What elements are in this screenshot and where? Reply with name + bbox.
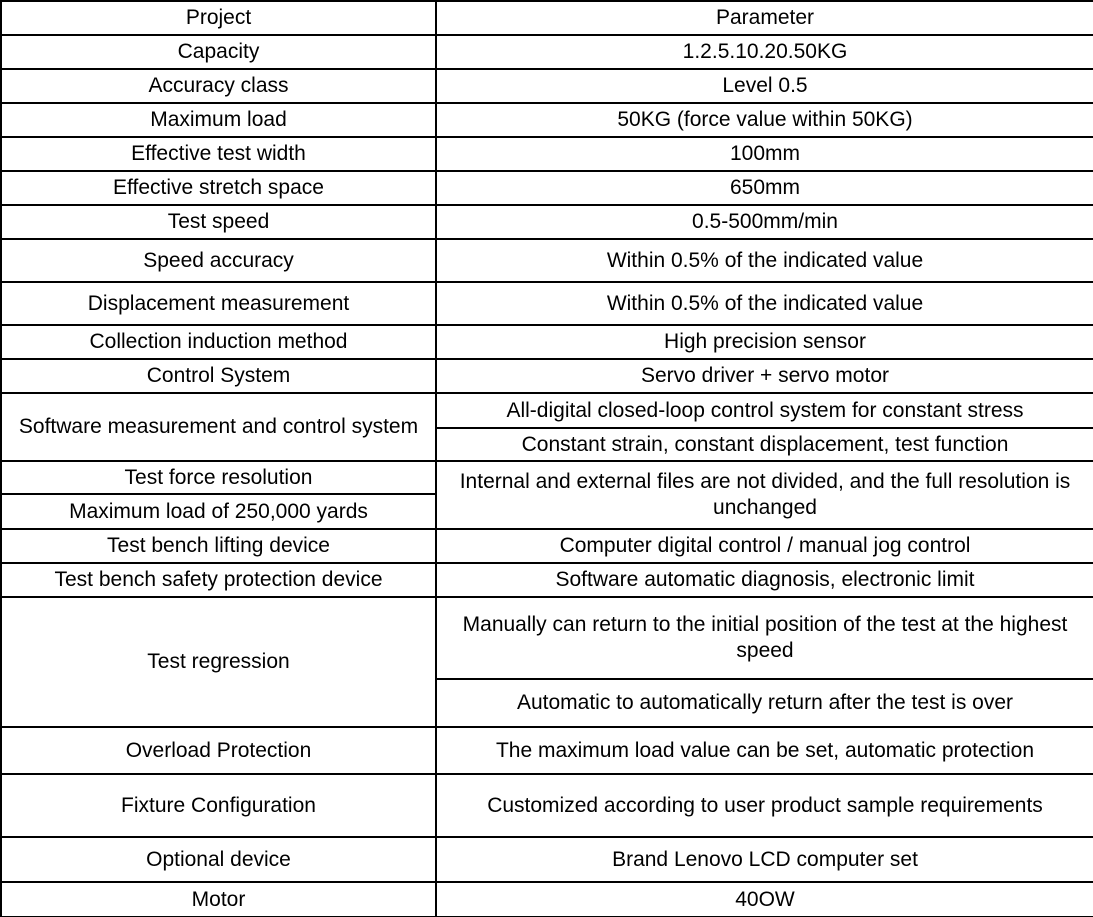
row-value-test-regression-manual: Manually can return to the initial posit…: [435, 596, 1093, 680]
row-label-effective-test-width: Effective test width: [0, 136, 437, 172]
row-label-capacity: Capacity: [0, 34, 437, 70]
row-value-optional-device: Brand Lenovo LCD computer set: [435, 836, 1093, 883]
table-row-motor: Motor 40OW: [0, 881, 1093, 917]
row-value-motor: 40OW: [435, 881, 1093, 917]
row-value-collection-induction-method: High precision sensor: [435, 324, 1093, 360]
row-label-fixture-configuration: Fixture Configuration: [0, 773, 437, 838]
table-row-test-force-resolution: Test force resolution Internal and exter…: [0, 460, 1093, 530]
row-value-displacement-measurement: Within 0.5% of the indicated value: [435, 281, 1093, 326]
table-row-test-bench-lifting-device: Test bench lifting device Computer digit…: [0, 528, 1093, 564]
table-row-accuracy-class: Accuracy class Level 0.5: [0, 68, 1093, 104]
table-row-software-system-1: Software measurement and control system …: [0, 392, 1093, 462]
table-row-maximum-load-250000-yards: Maximum load of 250,000 yards: [0, 493, 1093, 530]
row-label-maximum-load-250000-yards: Maximum load of 250,000 yards: [0, 493, 437, 530]
row-value-test-bench-lifting-device: Computer digital control / manual jog co…: [435, 528, 1093, 564]
row-label-test-regression: Test regression: [0, 596, 437, 728]
table-row-effective-stretch-space: Effective stretch space 650mm: [0, 170, 1093, 206]
row-value-software-constant-strain: Constant strain, constant displacement, …: [435, 427, 1093, 462]
row-label-overload-protection: Overload Protection: [0, 726, 437, 775]
row-value-accuracy-class: Level 0.5: [435, 68, 1093, 104]
column-header-project: Project: [0, 0, 437, 36]
table-header-row: Project Parameter: [0, 0, 1093, 36]
row-label-maximum-load: Maximum load: [0, 102, 437, 138]
table-row-overload-protection: Overload Protection The maximum load val…: [0, 726, 1093, 775]
row-value-speed-accuracy: Within 0.5% of the indicated value: [435, 238, 1093, 283]
row-label-software-measurement-and-control-system: Software measurement and control system: [0, 392, 437, 462]
row-label-test-bench-lifting-device: Test bench lifting device: [0, 528, 437, 564]
column-header-parameter: Parameter: [435, 0, 1093, 36]
table-row-effective-test-width: Effective test width 100mm: [0, 136, 1093, 172]
row-value-control-system: Servo driver + servo motor: [435, 358, 1093, 394]
table-row-fixture-configuration: Fixture Configuration Customized accordi…: [0, 773, 1093, 838]
row-label-accuracy-class: Accuracy class: [0, 68, 437, 104]
row-value-test-bench-safety-protection-device: Software automatic diagnosis, electronic…: [435, 562, 1093, 598]
row-value-maximum-load: 50KG (force value within 50KG): [435, 102, 1093, 138]
table-row-optional-device: Optional device Brand Lenovo LCD compute…: [0, 836, 1093, 883]
table-row-test-regression-1: Test regression Manually can return to t…: [0, 596, 1093, 728]
table-row-speed-accuracy: Speed accuracy Within 0.5% of the indica…: [0, 238, 1093, 283]
table-row-test-bench-safety-protection-device: Test bench safety protection device Soft…: [0, 562, 1093, 598]
row-label-test-force-resolution: Test force resolution: [0, 460, 437, 495]
row-value-resolution-unchanged: Internal and external files are not divi…: [435, 460, 1093, 530]
row-value-fixture-configuration: Customized according to user product sam…: [435, 773, 1093, 838]
row-value-test-speed: 0.5-500mm/min: [435, 204, 1093, 240]
row-value-overload-protection: The maximum load value can be set, autom…: [435, 726, 1093, 775]
row-value-effective-stretch-space: 650mm: [435, 170, 1093, 206]
table-row-software-system-2: Constant strain, constant displacement, …: [1, 427, 1093, 462]
table-row-displacement-measurement: Displacement measurement Within 0.5% of …: [0, 281, 1093, 326]
table-row-collection-induction-method: Collection induction method High precisi…: [0, 324, 1093, 360]
table-row-test-speed: Test speed 0.5-500mm/min: [0, 204, 1093, 240]
row-label-displacement-measurement: Displacement measurement: [0, 281, 437, 326]
row-label-speed-accuracy: Speed accuracy: [0, 238, 437, 283]
row-label-motor: Motor: [0, 881, 437, 917]
row-label-test-speed: Test speed: [0, 204, 437, 240]
row-value-test-regression-automatic: Automatic to automatically return after …: [435, 678, 1093, 728]
table-row-capacity: Capacity 1.2.5.10.20.50KG: [0, 34, 1093, 70]
row-value-capacity: 1.2.5.10.20.50KG: [435, 34, 1093, 70]
table-row-control-system: Control System Servo driver + servo moto…: [0, 358, 1093, 394]
row-label-optional-device: Optional device: [0, 836, 437, 883]
row-value-effective-test-width: 100mm: [435, 136, 1093, 172]
row-label-collection-induction-method: Collection induction method: [0, 324, 437, 360]
row-label-test-bench-safety-protection-device: Test bench safety protection device: [0, 562, 437, 598]
row-label-control-system: Control System: [0, 358, 437, 394]
row-label-effective-stretch-space: Effective stretch space: [0, 170, 437, 206]
table-row-maximum-load: Maximum load 50KG (force value within 50…: [0, 102, 1093, 138]
row-value-software-all-digital: All-digital closed-loop control system f…: [435, 392, 1093, 429]
